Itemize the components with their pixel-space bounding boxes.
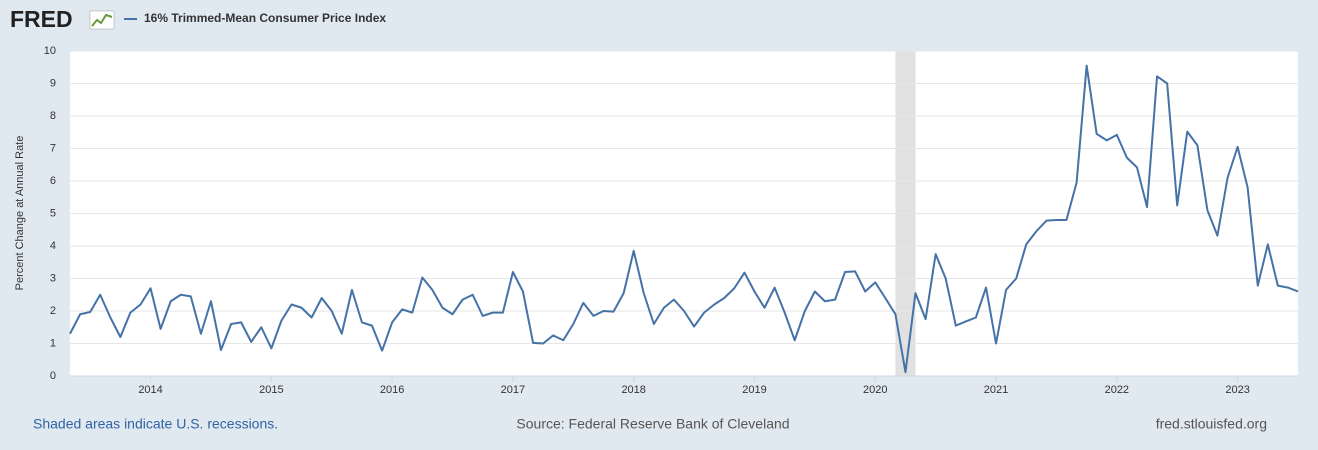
- y-tick-label: 4: [50, 240, 56, 252]
- y-tick-label: 3: [50, 272, 56, 284]
- x-tick-label: 2020: [863, 384, 887, 396]
- y-tick-label: 9: [50, 77, 56, 89]
- x-tick-label: 2023: [1225, 384, 1249, 396]
- y-tick-label: 1: [50, 337, 56, 349]
- logo-icon: [89, 10, 115, 30]
- x-tick-label: 2015: [259, 384, 283, 396]
- y-tick-label: 0: [50, 370, 56, 382]
- x-tick-label: 2019: [742, 384, 766, 396]
- y-tick-label: 8: [50, 110, 56, 122]
- brand-logo[interactable]: FRED: [10, 6, 73, 32]
- x-tick-label: 2016: [380, 384, 404, 396]
- x-tick-label: 2017: [501, 384, 525, 396]
- y-tick-label: 10: [44, 45, 56, 57]
- source: Source: Federal Reserve Bank of Clevelan…: [516, 416, 789, 432]
- y-tick-label: 2: [50, 305, 56, 317]
- series-line: [69, 64, 1299, 374]
- y-axis-label: Percent Change at Annual Rate: [14, 136, 26, 291]
- x-tick-label: 2021: [984, 384, 1008, 396]
- recession-note[interactable]: Shaded areas indicate U.S. recessions.: [33, 416, 278, 432]
- site[interactable]: fred.stlouisfed.org: [1156, 416, 1267, 432]
- y-tick-label: 6: [50, 175, 56, 187]
- legend-label: 16% Trimmed-Mean Consumer Price Index: [144, 11, 386, 25]
- x-tick-label: 2022: [1105, 384, 1129, 396]
- x-tick-label: 2018: [621, 384, 645, 396]
- y-tick-label: 5: [50, 207, 56, 219]
- y-tick-label: 7: [50, 142, 56, 154]
- x-tick-label: 2014: [138, 384, 162, 396]
